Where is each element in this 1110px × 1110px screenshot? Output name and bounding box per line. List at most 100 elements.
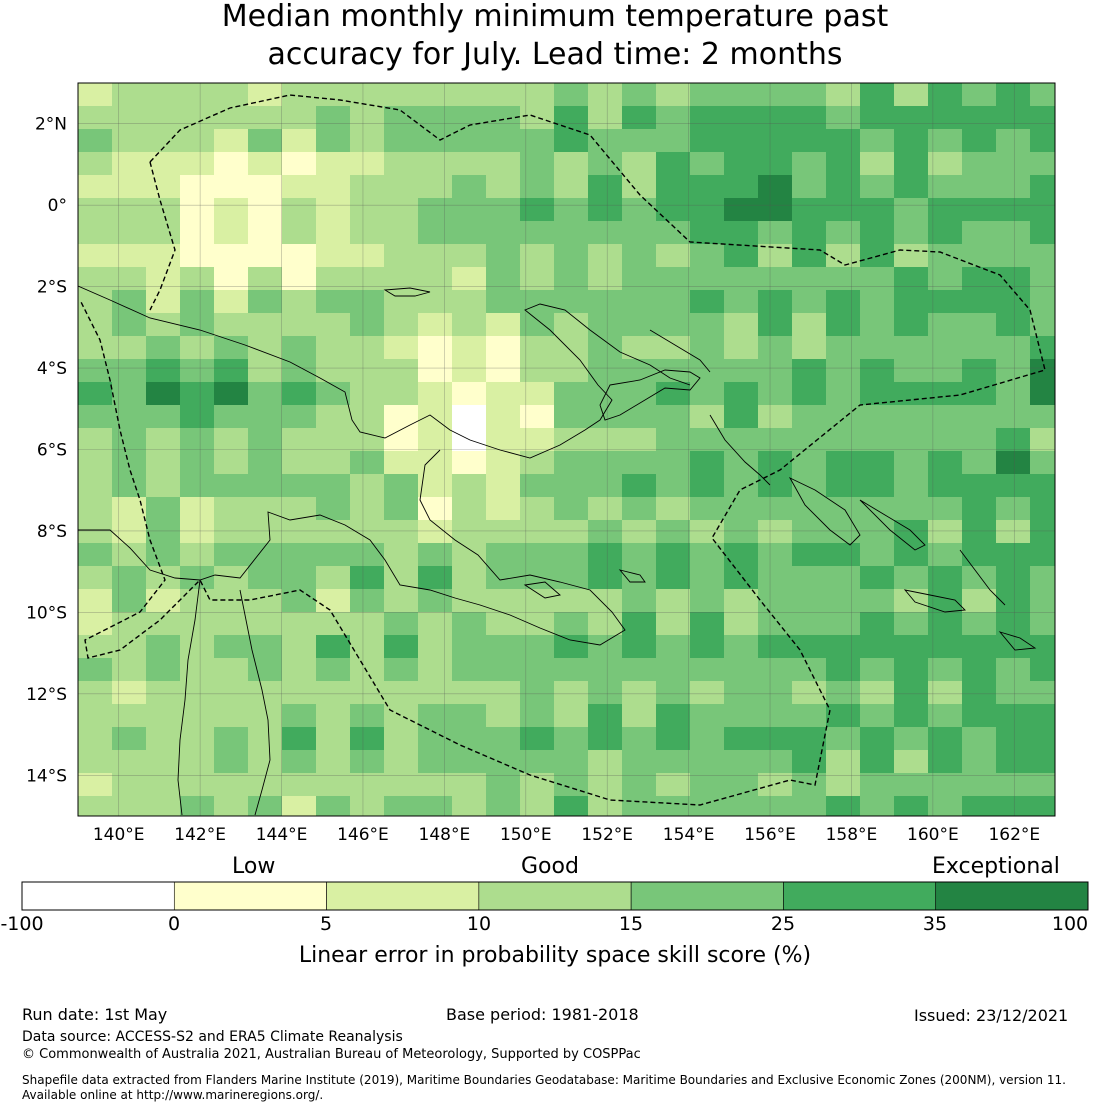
- grid-cell: [248, 83, 283, 107]
- grid-cell: [282, 221, 317, 245]
- grid-cell: [622, 244, 657, 268]
- grid-cell: [112, 267, 147, 291]
- grid-cell: [350, 589, 385, 613]
- grid-cell: [588, 152, 623, 176]
- grid-cell: [792, 451, 827, 475]
- grid-cell: [588, 635, 623, 659]
- grid-cell: [554, 198, 589, 222]
- grid-cell: [1030, 612, 1055, 636]
- grid-cell: [962, 704, 997, 728]
- grid-cell: [928, 773, 963, 797]
- grid-cell: [894, 244, 929, 268]
- grid-cell: [792, 83, 827, 107]
- grid-cell: [112, 175, 147, 199]
- grid-cell: [690, 290, 725, 314]
- grid-cell: [112, 727, 147, 751]
- grid-cell: [656, 566, 691, 590]
- longitude-tick-label: 144°E: [256, 825, 308, 845]
- grid-cell: [996, 152, 1031, 176]
- grid-cell: [452, 267, 487, 291]
- grid-cell: [418, 773, 453, 797]
- grid-cell: [894, 267, 929, 291]
- grid-cell: [860, 359, 895, 383]
- grid-cell: [928, 244, 963, 268]
- grid-cell: [826, 658, 861, 682]
- grid-cell: [724, 152, 759, 176]
- grid-cell: [690, 83, 725, 107]
- grid-cell: [996, 83, 1031, 107]
- grid-cell: [1030, 313, 1055, 337]
- grid-cell: [622, 221, 657, 245]
- grid-cell: [452, 474, 487, 498]
- grid-cell: [520, 704, 555, 728]
- grid-cell: [316, 198, 351, 222]
- grid-cell: [384, 244, 419, 268]
- grid-cell: [486, 290, 521, 314]
- colorbar-segment: [935, 881, 1089, 911]
- latitude-tick-label: 14°S: [26, 766, 67, 786]
- grid-cell: [282, 83, 317, 107]
- grid-cell: [452, 612, 487, 636]
- grid-cell: [248, 244, 283, 268]
- grid-cell: [622, 290, 657, 314]
- grid-cell: [826, 566, 861, 590]
- grid-cell: [588, 681, 623, 705]
- grid-cell: [214, 566, 249, 590]
- grid-cell: [486, 750, 521, 774]
- grid-cell: [690, 106, 725, 130]
- grid-cell: [418, 106, 453, 130]
- grid-cell: [486, 773, 521, 797]
- grid-cell: [418, 727, 453, 751]
- grid-cell: [758, 704, 793, 728]
- grid-cell: [248, 773, 283, 797]
- grid-cell: [282, 313, 317, 337]
- grid-cell: [724, 198, 759, 222]
- grid-cell: [350, 520, 385, 544]
- grid-cell: [78, 796, 113, 816]
- grid-cell: [690, 359, 725, 383]
- grid-cell: [588, 175, 623, 199]
- grid-cell: [418, 474, 453, 498]
- grid-cell: [996, 382, 1031, 406]
- grid-cell: [1030, 175, 1055, 199]
- grid-cell: [792, 589, 827, 613]
- grid-cell: [418, 290, 453, 314]
- grid-cell: [894, 152, 929, 176]
- grid-cell: [316, 83, 351, 107]
- grid-cell: [418, 796, 453, 816]
- grid-cell: [758, 658, 793, 682]
- grid-cell: [1030, 428, 1055, 452]
- grid-cell: [826, 152, 861, 176]
- grid-cell: [826, 405, 861, 429]
- grid-cell: [112, 382, 147, 406]
- grid-cell: [350, 704, 385, 728]
- grid-cell: [282, 336, 317, 360]
- grid-cell: [1030, 83, 1055, 107]
- grid-cell: [452, 796, 487, 816]
- grid-cell: [350, 497, 385, 521]
- grid-cell: [418, 175, 453, 199]
- grid-cell: [928, 267, 963, 291]
- grid-cell: [112, 566, 147, 590]
- grid-cell: [792, 382, 827, 406]
- grid-cell: [78, 359, 113, 383]
- grid-cell: [452, 175, 487, 199]
- grid-cell: [622, 474, 657, 498]
- grid-cell: [248, 152, 283, 176]
- grid-cell: [962, 773, 997, 797]
- grid-cell: [690, 474, 725, 498]
- grid-cell: [996, 750, 1031, 774]
- grid-cell: [826, 796, 861, 816]
- grid-cell: [248, 635, 283, 659]
- grid-cell: [622, 750, 657, 774]
- grid-cell: [350, 106, 385, 130]
- grid-cell: [384, 520, 419, 544]
- grid-cell: [724, 589, 759, 613]
- grid-cell: [350, 635, 385, 659]
- grid-cell: [112, 198, 147, 222]
- latitude-tick-label: 2°N: [35, 115, 67, 135]
- grid-cell: [214, 750, 249, 774]
- grid-cell: [214, 336, 249, 360]
- grid-cell: [928, 451, 963, 475]
- grid-cell: [690, 221, 725, 245]
